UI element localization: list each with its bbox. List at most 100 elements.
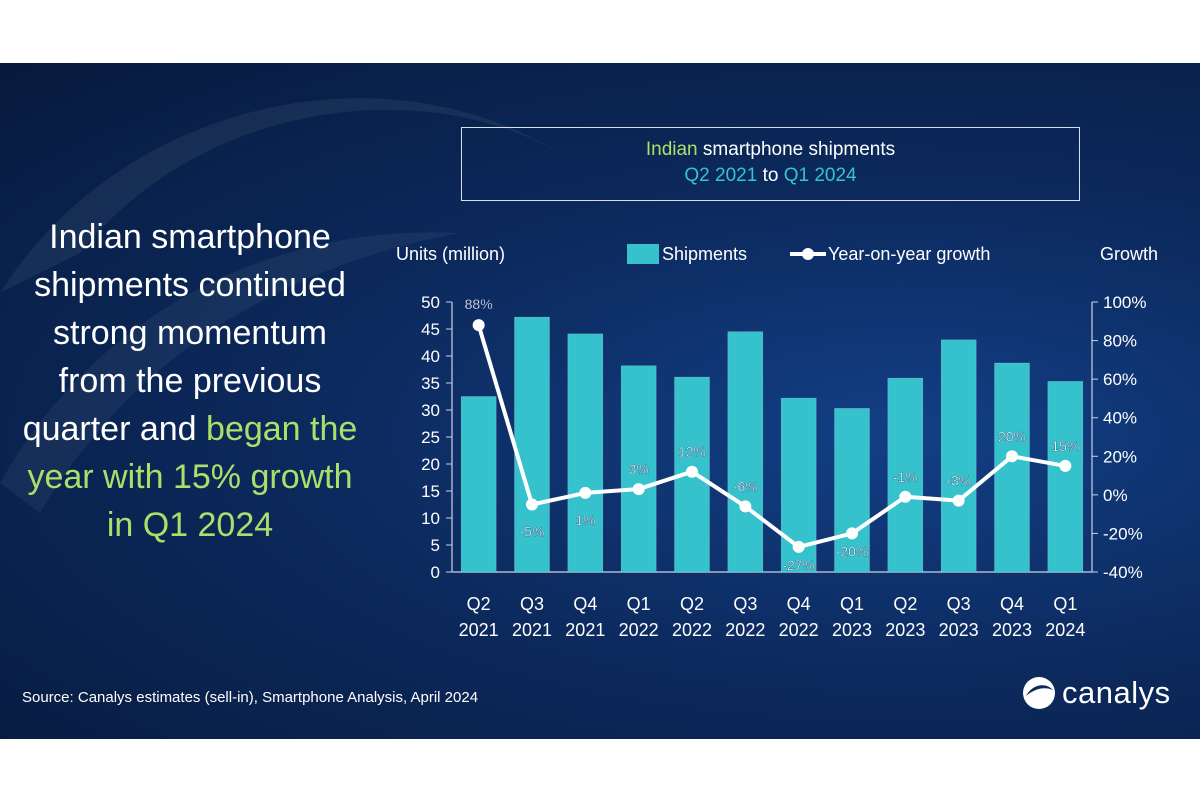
y-right-tick-label: 80% xyxy=(1103,332,1137,351)
x-tick-label-year: 2021 xyxy=(459,620,499,640)
growth-point xyxy=(899,490,912,503)
title-word-shipments: smartphone shipments xyxy=(697,139,896,160)
x-tick-label-quarter: Q3 xyxy=(733,594,757,614)
slide-background: Indian smartphone shipments continued st… xyxy=(0,63,1200,739)
growth-data-label: 1% xyxy=(575,512,595,528)
growth-data-label: 12% xyxy=(678,444,706,460)
y-right-tick-label: -40% xyxy=(1103,563,1143,582)
x-tick-label-quarter: Q4 xyxy=(787,594,811,614)
x-tick-label-quarter: Q1 xyxy=(1053,594,1077,614)
chart-legend: Units (million) Shipments Year-on-year g… xyxy=(396,244,1158,264)
growth-data-label: 88% xyxy=(465,296,493,312)
x-tick-label-year: 2024 xyxy=(1045,620,1085,640)
subtitle-start: Q2 2021 xyxy=(684,165,758,186)
x-tick-label-quarter: Q3 xyxy=(520,594,544,614)
bar-series xyxy=(460,316,1084,573)
shipment-bar xyxy=(1047,381,1084,573)
chart-title-box: Indian smartphone shipments Q2 2021 to Q… xyxy=(461,127,1080,201)
chart-axes: 0 5 10 15 20 25 30 35 40 45 50 -40% -20% 0% 20% 40% 60% 8… xyxy=(421,293,1146,582)
canalys-logo-icon xyxy=(1023,677,1055,709)
headline-text: Indian smartphone shipments continued st… xyxy=(15,213,365,549)
y-right-tick-label: 20% xyxy=(1103,447,1137,466)
y-axis-left-label: Units (million) xyxy=(396,244,505,264)
shipment-bar xyxy=(514,316,550,573)
x-tick-label-year: 2022 xyxy=(619,620,659,640)
headline-part1: Indian smartphone shipments continued st… xyxy=(22,218,346,448)
growth-data-label: -27% xyxy=(782,557,815,573)
y-right-tick-label: 40% xyxy=(1103,409,1137,428)
y-left-tick-label: 30 xyxy=(421,401,440,420)
shipment-bar xyxy=(887,377,924,573)
x-tick-label-year: 2023 xyxy=(992,620,1032,640)
x-tick-label-year: 2021 xyxy=(512,620,552,640)
x-tick-label-quarter: Q1 xyxy=(840,594,864,614)
subtitle-to: to xyxy=(757,165,784,186)
headline-highlight: began the year with 15% growth in Q1 202… xyxy=(27,410,358,544)
growth-point xyxy=(1006,450,1018,463)
y-left-tick-label: 50 xyxy=(421,293,440,312)
x-tick-label-quarter: Q2 xyxy=(680,594,704,614)
x-tick-label-year: 2023 xyxy=(939,620,979,640)
y-left-tick-label: 45 xyxy=(421,320,440,339)
growth-point xyxy=(952,494,965,507)
y-left-tick-label: 25 xyxy=(421,428,440,447)
growth-data-label: 3% xyxy=(629,461,649,477)
chart-subtitle: Q2 2021 to Q1 2024 xyxy=(462,165,1079,187)
shipment-bar xyxy=(727,331,764,573)
x-tick-label-year: 2021 xyxy=(565,620,605,640)
x-tick-label-quarter: Q2 xyxy=(893,594,917,614)
x-tick-label-year: 2023 xyxy=(832,620,872,640)
growth-data-label: 20% xyxy=(998,428,1026,444)
growth-point xyxy=(632,483,645,496)
growth-point xyxy=(739,500,752,513)
growth-data-label: -1% xyxy=(893,469,918,485)
background-swoosh xyxy=(0,98,560,513)
x-tick-label-year: 2022 xyxy=(779,620,819,640)
canalys-logo: canalys xyxy=(1022,675,1171,711)
shipment-bar xyxy=(620,365,657,573)
shipment-bar xyxy=(940,339,977,573)
growth-line xyxy=(476,324,1066,549)
chart: Units (million) Shipments Year-on-year g… xyxy=(396,244,1158,640)
x-tick-label-quarter: Q4 xyxy=(1000,594,1024,614)
growth-point xyxy=(686,465,698,478)
y-left-tick-label: 35 xyxy=(421,374,440,393)
legend-shipments-swatch xyxy=(627,244,659,264)
x-tick-label-quarter: Q2 xyxy=(467,594,491,614)
shipment-bar xyxy=(834,408,870,573)
y-right-tick-label: 60% xyxy=(1103,370,1137,389)
subtitle-end: Q1 2024 xyxy=(783,165,857,186)
x-tick-label-quarter: Q1 xyxy=(627,594,651,614)
y-left-tick-label: 15 xyxy=(421,482,440,501)
title-word-indian: Indian xyxy=(645,139,698,160)
y-left-tick-label: 20 xyxy=(421,455,440,474)
line-series: 88% -5% 1% 3% 12% -6% -27% -20% -1% -3% 20% 15% xyxy=(465,296,1080,573)
growth-data-label: 15% xyxy=(1051,438,1079,454)
shipment-bar xyxy=(460,396,497,573)
growth-data-label: -3% xyxy=(946,473,971,489)
x-tick-label-year: 2023 xyxy=(885,620,925,640)
y-left-tick-label: 10 xyxy=(421,509,440,528)
y-left-tick-label: 0 xyxy=(431,563,440,582)
y-right-tick-label: 0% xyxy=(1103,486,1128,505)
growth-data-label: -20% xyxy=(836,543,869,559)
x-axis-labels: Q2 2021 Q3 2021 Q4 2021 Q1 2022 Q2 2022 Q3 2022 Q4 20… xyxy=(459,594,1086,640)
y-left-tick-label: 40 xyxy=(421,347,440,366)
y-right-tick-label: 100% xyxy=(1103,293,1146,312)
shipment-bar xyxy=(567,333,604,573)
growth-point xyxy=(579,486,592,499)
growth-point xyxy=(1059,459,1072,472)
growth-point xyxy=(472,319,485,332)
canalys-logo-text: canalys xyxy=(1062,675,1171,710)
chart-title: Indian smartphone shipments xyxy=(462,139,1079,161)
y-left-tick-label: 5 xyxy=(431,536,440,555)
y-axis-right-label: Growth xyxy=(1100,244,1158,264)
x-tick-label-year: 2022 xyxy=(672,620,712,640)
y-right-tick-label: -20% xyxy=(1103,524,1143,543)
x-tick-label-quarter: Q3 xyxy=(947,594,971,614)
legend-shipments-label: Shipments xyxy=(662,244,747,264)
growth-data-label: -5% xyxy=(520,524,545,540)
growth-point xyxy=(526,498,538,511)
growth-point xyxy=(846,527,858,540)
growth-data-label: -6% xyxy=(733,478,758,494)
